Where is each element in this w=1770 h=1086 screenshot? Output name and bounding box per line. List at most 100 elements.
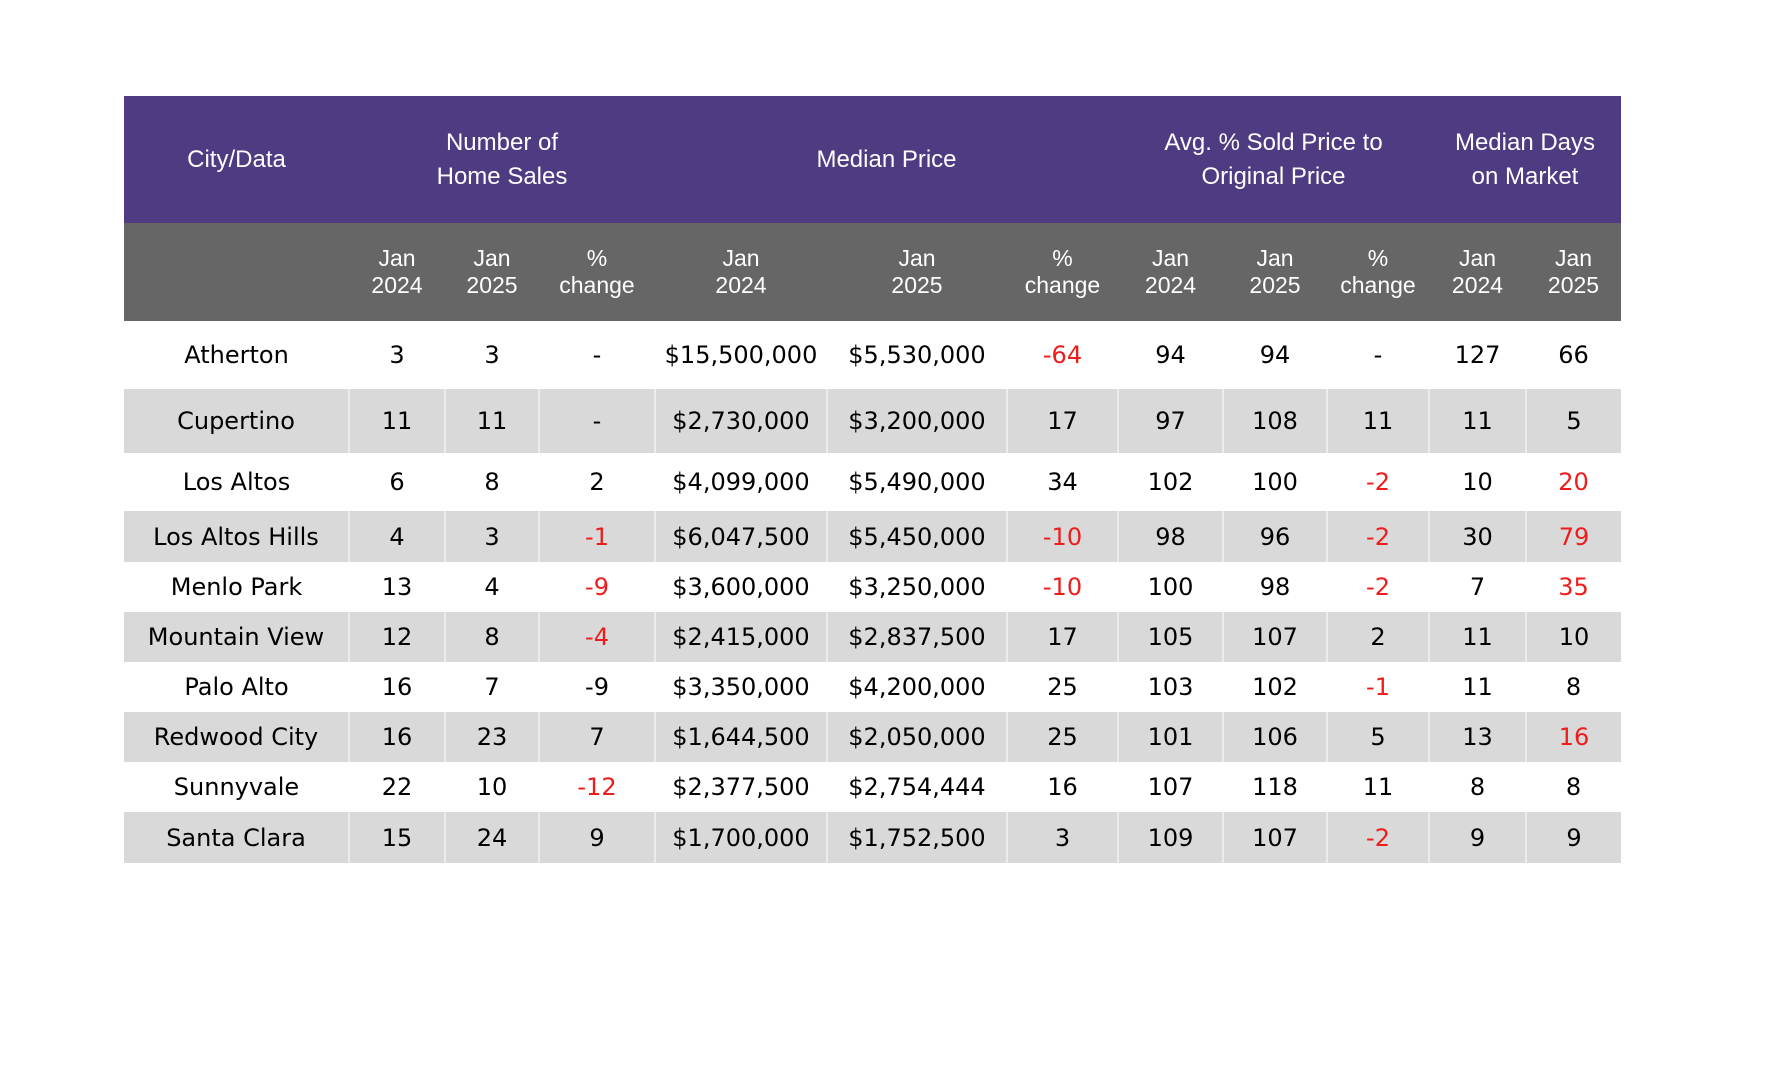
data-cell: 13	[349, 562, 445, 612]
data-cell: 10	[445, 762, 539, 812]
data-cell: 16	[1007, 762, 1118, 812]
subheader-cell: Jan 2024	[655, 223, 827, 321]
subheader-cell: Jan 2024	[1429, 223, 1526, 321]
table-row: Santa Clara 15 24 9 $1,700,000 $1,752,500 3 109…	[124, 812, 1621, 863]
data-cell: $2,730,000	[655, 389, 828, 453]
data-cell: 20	[1526, 453, 1621, 511]
data-cell: 94	[1118, 321, 1223, 389]
market-stats-table-wrapper: City/Data Number of Home Sales Median Pr…	[124, 96, 1621, 863]
city-name-cell: Los Altos Hills	[124, 511, 350, 562]
table-row: Cupertino 11 11- $2,730,000 $3,200,000 17 97 10…	[124, 389, 1621, 453]
table-row: Mountain View 12 8 -4 $2,415,000 $2,837,500 17…	[124, 612, 1621, 662]
data-cell: 11	[349, 389, 446, 453]
table-row: Sunnyvale 22 10 -12 $2,377,500 $2,754,444 16 10…	[124, 762, 1621, 812]
data-cell: 11	[1429, 389, 1527, 453]
city-name-cell: Palo Alto	[124, 662, 349, 712]
data-cell: -12	[539, 762, 655, 812]
data-cell: -1	[1327, 662, 1429, 712]
data-cell: 13	[1429, 712, 1527, 762]
data-cell: 9	[1526, 812, 1621, 863]
data-cell: 7	[539, 712, 656, 762]
city-name-cell: Redwood City	[124, 712, 350, 762]
city-name-cell: Cupertino	[124, 389, 350, 453]
data-cell: 101	[1118, 712, 1224, 762]
data-cell: 107	[1223, 612, 1328, 662]
data-cell: $6,047,500	[655, 511, 828, 562]
header-home-sales: Number of Home Sales	[349, 96, 655, 223]
data-cell: 8	[445, 612, 540, 662]
subheader-cell: % change	[539, 223, 655, 321]
data-cell: 8	[1526, 662, 1621, 712]
data-cell: -4	[539, 612, 656, 662]
data-cell: 2	[1327, 612, 1430, 662]
data-cell: -2	[1327, 453, 1429, 511]
table-row: Atherton 3 3- $15,500,000 $5,530,000 -64 94 94-…	[124, 321, 1621, 389]
subheader-cell: Jan 2025	[1526, 223, 1621, 321]
subheader-cell: % change	[1007, 223, 1118, 321]
data-cell: $4,200,000	[827, 662, 1007, 712]
header-city: City/Data	[124, 96, 349, 223]
data-cell: 4	[349, 511, 446, 562]
table-row: Menlo Park 13 4 -9 $3,600,000 $3,250,000 -10 10…	[124, 562, 1621, 612]
data-cell: 105	[1118, 612, 1224, 662]
data-cell: 108	[1223, 389, 1328, 453]
data-cell: 97	[1118, 389, 1224, 453]
data-cell: 5	[1526, 389, 1621, 453]
data-cell: -10	[1007, 511, 1119, 562]
data-cell: $3,250,000	[827, 562, 1007, 612]
data-cell: 16	[349, 662, 445, 712]
data-cell: 9	[1429, 812, 1527, 863]
data-cell: 11	[1327, 389, 1430, 453]
header-sold-ratio: Avg. % Sold Price to Original Price	[1118, 96, 1429, 223]
data-cell: 6	[349, 453, 445, 511]
data-cell: -	[539, 321, 655, 389]
city-name-cell: Menlo Park	[124, 562, 349, 612]
data-cell: -	[1327, 321, 1429, 389]
data-cell: 4	[445, 562, 539, 612]
data-cell: 35	[1526, 562, 1621, 612]
data-cell: 11	[1429, 662, 1526, 712]
city-name-cell: Santa Clara	[124, 812, 350, 863]
data-cell: 25	[1007, 662, 1118, 712]
data-cell: 8	[445, 453, 539, 511]
data-cell: -2	[1327, 562, 1429, 612]
data-cell: $1,700,000	[655, 812, 828, 863]
data-cell: $3,600,000	[655, 562, 827, 612]
data-cell: 106	[1223, 712, 1328, 762]
group-header-row: City/Data Number of Home Sales Median Pr…	[124, 96, 1621, 223]
subheader-cell: Jan 2025	[1223, 223, 1327, 321]
data-cell: $4,099,000	[655, 453, 827, 511]
data-cell: 25	[1007, 712, 1119, 762]
subheader-cell: Jan 2025	[445, 223, 539, 321]
data-cell: $15,500,000	[655, 321, 827, 389]
data-cell: $2,050,000	[827, 712, 1008, 762]
data-cell: 2	[539, 453, 655, 511]
data-cell: $1,644,500	[655, 712, 828, 762]
data-cell: 100	[1223, 453, 1327, 511]
city-name-cell: Atherton	[124, 321, 349, 389]
data-cell: 24	[445, 812, 540, 863]
data-cell: $2,415,000	[655, 612, 828, 662]
table-body: Atherton 3 3- $15,500,000 $5,530,000 -64 94 94-…	[124, 321, 1621, 863]
data-cell: 10	[1526, 612, 1621, 662]
subheader-cell: % change	[1327, 223, 1429, 321]
data-cell: 7	[1429, 562, 1526, 612]
data-cell: 3	[445, 321, 539, 389]
header-median-price: Median Price	[655, 96, 1118, 223]
data-cell: 7	[445, 662, 539, 712]
data-cell: 3	[1007, 812, 1119, 863]
data-cell: $3,200,000	[827, 389, 1008, 453]
data-cell: 17	[1007, 612, 1119, 662]
data-cell: 9	[539, 812, 656, 863]
data-cell: 79	[1526, 511, 1621, 562]
data-cell: -9	[539, 662, 655, 712]
data-cell: $5,490,000	[827, 453, 1007, 511]
data-cell: 94	[1223, 321, 1327, 389]
data-cell: $1,752,500	[827, 812, 1008, 863]
data-cell: 98	[1118, 511, 1224, 562]
data-cell: 118	[1223, 762, 1327, 812]
data-cell: 30	[1429, 511, 1527, 562]
data-cell: -64	[1007, 321, 1118, 389]
data-cell: 12	[349, 612, 446, 662]
data-cell: 11	[445, 389, 540, 453]
